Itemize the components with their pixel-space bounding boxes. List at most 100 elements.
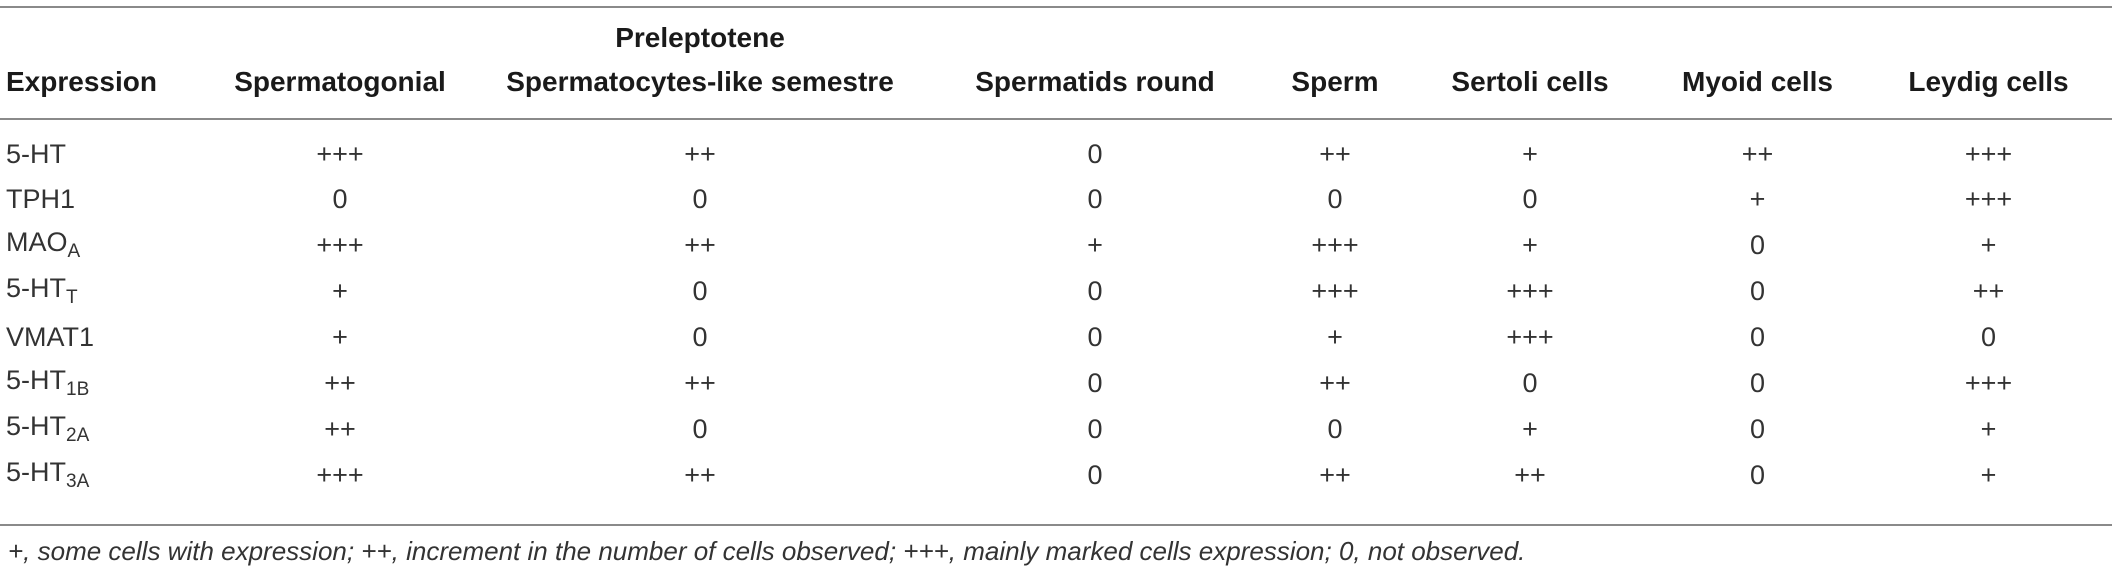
table-cell: ++ xyxy=(1319,367,1351,398)
column-header-expression: Expression xyxy=(6,66,157,97)
row-label: VMAT1 xyxy=(0,314,210,360)
row-label-base: 5-HT xyxy=(6,138,66,169)
table-cell: +++ xyxy=(1311,275,1359,306)
column-header-spermatids-round: Spermatids round xyxy=(975,66,1215,97)
table-cell: +++ xyxy=(316,229,364,260)
row-label-base: MAO xyxy=(6,227,68,257)
table-cell: + xyxy=(332,321,348,352)
row-label-subscript: 1B xyxy=(66,379,90,400)
row-label-subscript: A xyxy=(67,241,81,262)
table-cell: 0 xyxy=(1327,183,1343,214)
table-cell: + xyxy=(1522,413,1538,444)
table-cell: ++ xyxy=(1741,138,1774,169)
table-top-rule xyxy=(0,6,2112,8)
table-cell: 0 xyxy=(692,321,708,352)
table-cell: 0 xyxy=(1087,413,1103,444)
table-row: 5-HT3A +++ ++ 0 ++ ++ 0 + xyxy=(0,452,2112,498)
table-cell: ++ xyxy=(684,138,716,169)
table-cell: +++ xyxy=(1964,138,2013,169)
table-row: 5-HT2A ++ 0 0 0 +0 + xyxy=(0,406,2112,452)
table-cell: + xyxy=(332,275,348,306)
table-cell: +++ xyxy=(1964,183,2013,214)
table-cell: ++ xyxy=(684,367,716,398)
table-row: 5-HT +++ ++ 0 ++ + ++ +++ xyxy=(0,118,2112,176)
table-cell: 0 xyxy=(1980,321,1997,352)
column-header-spermatocytes: Preleptotene Spermatocytes-like semestre xyxy=(470,8,930,118)
table-cell: 0 xyxy=(1087,275,1103,306)
table-cell: 0 xyxy=(1749,229,1766,260)
table-cell: ++ xyxy=(684,229,716,260)
table-row: MAOA +++ ++ + +++ +0 + xyxy=(0,222,2112,268)
table-header-rule xyxy=(0,118,2112,120)
table-cell: + xyxy=(1087,229,1103,260)
table-cell: 0 xyxy=(1327,413,1343,444)
table-cell: 0 xyxy=(692,413,708,444)
table-cell: 0 xyxy=(332,183,348,214)
table-cell: ++ xyxy=(324,367,356,398)
row-label: 5-HTT xyxy=(0,268,210,314)
table-cell: 0 xyxy=(1087,367,1103,398)
table-cell: + xyxy=(1749,183,1766,214)
table-cell: 0 xyxy=(1749,367,1766,398)
table-footnote: +, some cells with expression; ++, incre… xyxy=(8,536,1526,566)
table-row: 5-HT1B ++ ++ 0 ++ 0 0 +++ xyxy=(0,360,2112,406)
table-row: VMAT1 +0 0 + +++ 0 0 xyxy=(0,314,2112,360)
table-cell: 0 xyxy=(1087,321,1103,352)
table-cell: ++ xyxy=(1319,138,1351,169)
column-header-myoid-cells: Myoid cells xyxy=(1682,66,1833,97)
table-cell: ++ xyxy=(1319,459,1351,490)
row-label-subscript: 3A xyxy=(66,471,90,492)
column-header-spermatocytes-line: Spermatocytes-like semestre xyxy=(506,66,894,97)
row-label: 5-HT1B xyxy=(0,360,210,406)
table-row: TPH1 0 0 0 0 0 + +++ xyxy=(0,176,2112,222)
row-label-base: VMAT1 xyxy=(6,321,95,352)
table-cell: +++ xyxy=(1964,367,2013,398)
table-cell: +++ xyxy=(1506,275,1554,306)
row-label-base: 5-HT xyxy=(6,365,66,395)
row-label: MAOA xyxy=(0,222,210,268)
table-cell: + xyxy=(1522,229,1538,260)
column-header-sertoli-cells: Sertoli cells xyxy=(1451,66,1609,97)
table-cell: + xyxy=(1980,413,1997,444)
table-cell: + xyxy=(1522,138,1538,169)
column-header-spermatogonial: Spermatogonial xyxy=(234,66,446,97)
table-cell: +++ xyxy=(1506,321,1554,352)
table-cell: + xyxy=(1980,459,1997,490)
row-label: 5-HT xyxy=(0,118,210,176)
row-label-subscript: 2A xyxy=(66,425,90,446)
table-cell: + xyxy=(1327,321,1343,352)
row-label-subscript: T xyxy=(66,287,78,308)
table-cell: +++ xyxy=(316,138,364,169)
table-cell: 0 xyxy=(1087,459,1103,490)
table-cell: ++ xyxy=(684,459,716,490)
row-label-base: 5-HT xyxy=(6,457,66,487)
table-cell: 0 xyxy=(692,183,708,214)
table-cell: 0 xyxy=(1749,321,1766,352)
table-cell: +++ xyxy=(316,459,364,490)
row-label-base: TPH1 xyxy=(6,183,76,214)
expression-table: Expression Spermatogonial Preleptotene S… xyxy=(0,8,2112,498)
table-body: 5-HT +++ ++ 0 ++ + ++ +++ TPH1 0 0 0 0 0 + +++ MAOA +++ ++… xyxy=(0,118,2112,498)
row-label-base: 5-HT xyxy=(6,411,66,441)
column-header-sperm: Sperm xyxy=(1291,66,1379,97)
table-cell: 0 xyxy=(1087,138,1103,169)
table-cell: ++ xyxy=(324,413,356,444)
table-cell: 0 xyxy=(1522,183,1538,214)
table-cell: ++ xyxy=(1514,459,1546,490)
row-label: 5-HT3A xyxy=(0,452,210,498)
table-cell: 0 xyxy=(692,275,708,306)
table-row: 5-HTT +0 0 +++ +++ 0 ++ xyxy=(0,268,2112,314)
table-cell: 0 xyxy=(1749,275,1766,306)
row-label-base: 5-HT xyxy=(6,273,66,303)
column-header-preleptotene-line: Preleptotene xyxy=(615,22,785,53)
table-cell: +++ xyxy=(1311,229,1359,260)
table-cell: 0 xyxy=(1522,367,1538,398)
table-header-row: Expression Spermatogonial Preleptotene S… xyxy=(0,8,2112,118)
table-cell: 0 xyxy=(1087,183,1103,214)
row-label: 5-HT2A xyxy=(0,406,210,452)
table-cell: ++ xyxy=(1972,275,2005,306)
table-bottom-rule xyxy=(0,524,2112,526)
table-cell: 0 xyxy=(1749,413,1766,444)
row-label: TPH1 xyxy=(0,176,210,222)
column-header-leydig-cells: Leydig cells xyxy=(1908,66,2069,97)
